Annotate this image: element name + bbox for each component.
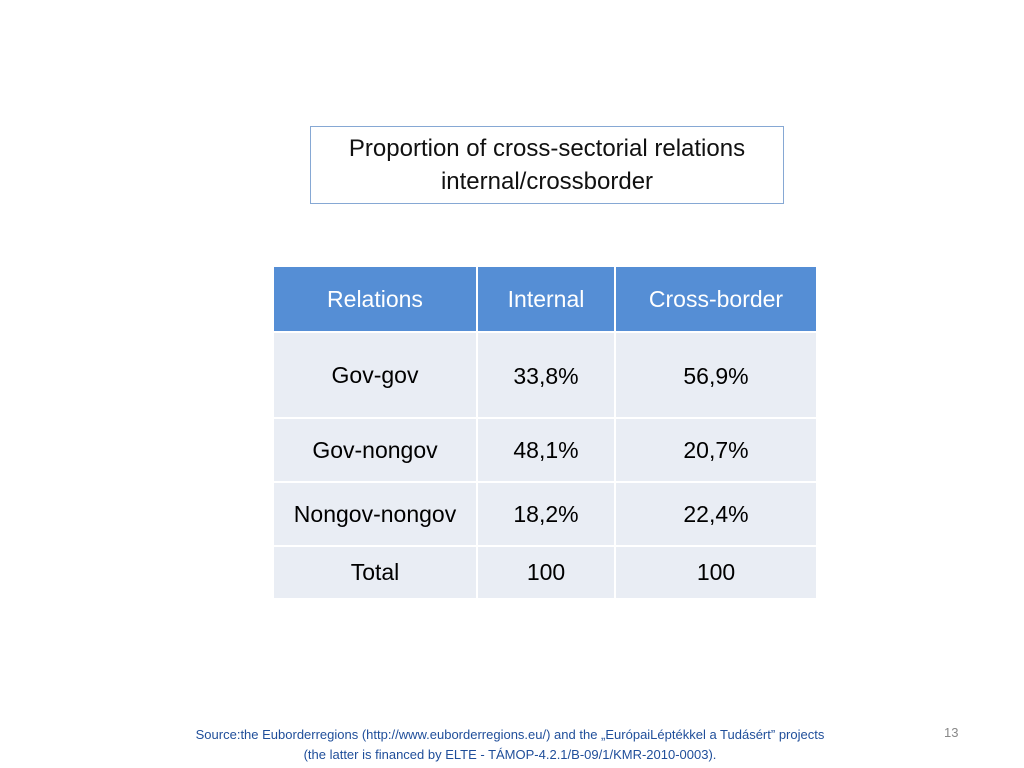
table-cell: Gov-nongov [272,417,478,483]
source-note: Source:the Euborderregions (http://www.e… [100,725,920,765]
table-row: Gov-nongov 48,1% 20,7% [272,417,818,483]
table-row: Gov-gov 33,8% 56,9% [272,331,818,419]
table-cell: 100 [476,545,616,600]
source-line: (the latter is financed by ELTE - TÁMOP-… [303,747,717,762]
table-cell: 18,2% [476,481,616,547]
table-cell: 48,1% [476,417,616,483]
table-cell: 100 [614,545,818,600]
header-cell: Relations [272,265,478,333]
table-cell: 20,7% [614,417,818,483]
table-row: Total 100 100 [272,545,818,600]
table-cell: Total [272,545,478,600]
table-cell: Nongov-nongov [272,481,478,547]
table-cell: Gov-gov [272,331,478,419]
page-number: 13 [944,725,959,740]
source-line: Source:the Euborderregions (http://www.e… [195,727,825,742]
table-cell: 56,9% [614,331,818,419]
header-cell: Cross-border [614,265,818,333]
title-line: internal/crossborder [440,168,654,195]
table-cell: 22,4% [614,481,818,547]
header-cell: Internal [476,265,616,333]
table-cell: 33,8% [476,331,616,419]
slide-title: Proportion of cross-sectorial relations i… [310,126,784,204]
relations-table: Relations Internal Cross-border Gov-gov … [272,265,818,600]
table-header-row: Relations Internal Cross-border [272,265,818,333]
title-line: Proportion of cross-sectorial relations [348,135,746,162]
table-row: Nongov-nongov 18,2% 22,4% [272,481,818,547]
